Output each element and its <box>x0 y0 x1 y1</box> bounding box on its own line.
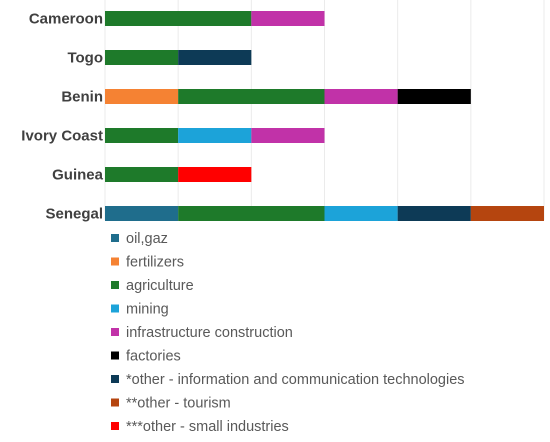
bar-segment <box>178 50 252 65</box>
legend-swatch <box>111 234 119 242</box>
bar-segment <box>178 167 252 182</box>
bar-segment <box>251 11 325 26</box>
bar-segment <box>105 50 179 65</box>
legend-swatch <box>111 328 119 336</box>
category-labels: Cameroon Togo Benin Ivory Coast Guinea Senega… <box>21 11 103 223</box>
legend-swatch <box>111 422 119 430</box>
bars <box>105 11 544 221</box>
bar-segment <box>178 206 325 221</box>
legend-swatch <box>111 257 119 266</box>
bar-segment <box>105 11 252 26</box>
legend-label: mining <box>126 302 169 318</box>
bar-segment <box>397 206 471 221</box>
bar-segment <box>251 128 325 143</box>
category-label: Togo <box>67 50 103 67</box>
bar-segment <box>178 128 252 143</box>
category-label: Senegal <box>45 206 103 223</box>
category-label: Cameroon <box>29 11 103 28</box>
legend-label: factories <box>126 349 181 365</box>
legend-swatch <box>111 398 119 407</box>
category-label: Benin <box>61 89 103 106</box>
bar-segment <box>105 206 179 221</box>
bar-segment <box>397 89 471 104</box>
category-label: Guinea <box>52 167 104 184</box>
legend-label: infrastructure construction <box>126 325 293 341</box>
legend-label: fertilizers <box>126 255 184 271</box>
category-label: Ivory Coast <box>21 128 103 145</box>
legend-swatch <box>111 281 119 289</box>
bar-segment <box>105 128 179 143</box>
legend-swatch <box>111 375 119 383</box>
legend-label: **other - tourism <box>126 396 231 412</box>
legend-label: oil,gaz <box>126 231 168 247</box>
legend-swatch <box>111 304 119 313</box>
bar-segment <box>324 206 398 221</box>
legend-label: agriculture <box>126 278 194 294</box>
legend-label: *other - information and communication t… <box>126 372 465 388</box>
legend-swatch <box>111 351 119 360</box>
legend-label: ***other - small industries <box>126 419 289 435</box>
gridlines <box>104 0 545 220</box>
bar-segment <box>178 89 325 104</box>
bar-segment <box>470 206 544 221</box>
bar-segment <box>324 89 398 104</box>
bar-segment <box>105 89 179 104</box>
bar-segment <box>105 167 179 182</box>
legend: oil,gaz fertilizers agriculture mining infra… <box>111 231 465 435</box>
